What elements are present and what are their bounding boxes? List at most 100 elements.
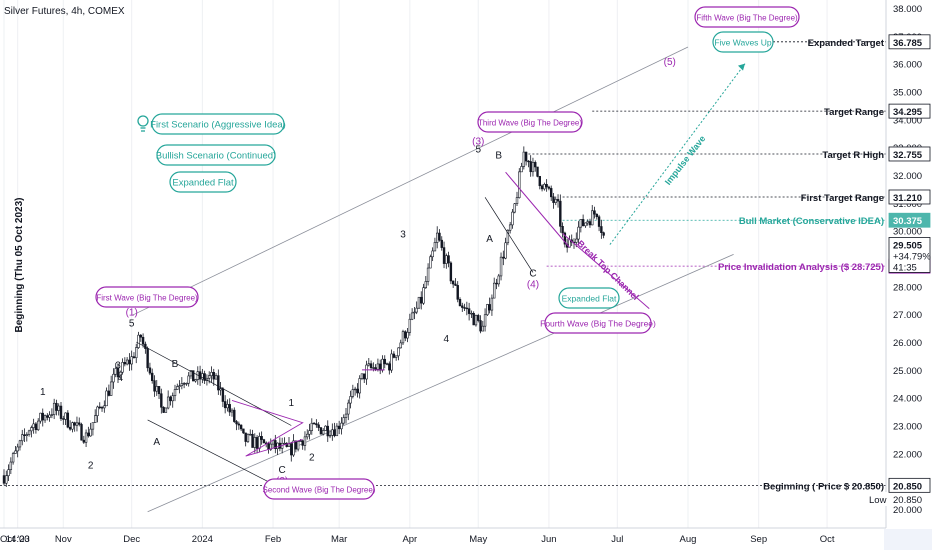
- level-label: Target R High: [822, 150, 884, 161]
- price-candle: [112, 373, 115, 383]
- price-candle: [75, 422, 79, 426]
- price-candle: [212, 371, 215, 380]
- price-candle: [483, 314, 487, 327]
- lightbulb-glass: [137, 115, 149, 127]
- price-candle: [502, 256, 505, 259]
- price-candle: [360, 373, 364, 379]
- price-tick: 35.000: [893, 88, 922, 99]
- price-candle: [353, 388, 357, 391]
- price-tick: 32.000: [893, 171, 922, 182]
- price-candle: [21, 434, 24, 442]
- price-candle: [269, 443, 272, 450]
- price-candle: [274, 440, 277, 449]
- price-candle: [194, 379, 197, 382]
- price-candle: [146, 348, 149, 369]
- price-candle: [301, 440, 304, 446]
- price-axis: 38.00037.00036.00035.00034.00033.00032.7…: [866, 0, 931, 528]
- price-tick: 20.000: [893, 505, 922, 516]
- price-candle: [203, 373, 206, 381]
- wave-label: A: [486, 234, 493, 245]
- price-candle: [378, 363, 382, 371]
- settings-area: [884, 529, 932, 550]
- low-label: Low: [869, 495, 887, 506]
- price-candle: [588, 221, 592, 226]
- price-candle: [536, 166, 539, 177]
- price-candle: [549, 188, 553, 198]
- price-marker-box: [888, 477, 931, 493]
- price-candle: [347, 402, 350, 415]
- price-candle: [246, 434, 250, 442]
- price-candle: [41, 412, 44, 421]
- price-candle: [399, 342, 402, 349]
- wave4-line-bottom: [484, 197, 534, 273]
- price-candle: [600, 226, 603, 233]
- price-candle: [292, 440, 295, 456]
- price-candle: [18, 440, 22, 448]
- price-candle: [36, 420, 40, 431]
- price-candle: [431, 250, 434, 258]
- price-candle: [324, 425, 327, 431]
- price-candle: [445, 255, 448, 264]
- price-candle: [513, 203, 516, 213]
- price-tick: 27.000: [893, 310, 922, 321]
- price-candle: [351, 389, 355, 397]
- price-candle: [472, 312, 475, 326]
- price-candle: [137, 334, 140, 348]
- price-tick: 28.000: [893, 282, 922, 293]
- price-candle: [185, 382, 188, 385]
- price-candle: [62, 418, 65, 420]
- price-candle: [283, 442, 286, 445]
- annotation-bubble-text: First Wave (Big The Degree): [96, 294, 198, 303]
- price-candle: [406, 331, 409, 339]
- annotation-bubble-frame: [558, 287, 620, 309]
- y-axis-title: Beginning (Thu 05 Oct 2023): [14, 197, 25, 332]
- time-tick: Oct '23: [0, 534, 30, 545]
- annotation-bubble-frame: [694, 6, 800, 28]
- price-candle: [499, 256, 503, 277]
- price-candle: [290, 443, 293, 456]
- price-candle: [162, 406, 165, 413]
- annotation-bubble: Expanded Flat: [558, 287, 620, 309]
- price-candle: [422, 287, 425, 304]
- time-tick: Nov: [55, 534, 72, 545]
- scenario-label-frame: [169, 171, 237, 193]
- price-candle: [52, 402, 56, 415]
- annotation-bubble-text: Fifth Wave (Big The Degree): [696, 14, 798, 23]
- price-candle: [94, 415, 97, 423]
- scenario-label-text: Expanded Flat: [172, 178, 234, 189]
- price-candle: [233, 409, 236, 422]
- price-candle: [308, 430, 311, 435]
- price-candle: [123, 362, 127, 365]
- price-candle: [30, 427, 33, 432]
- price-tick: 23.000: [893, 422, 922, 433]
- price-candle: [294, 440, 298, 450]
- price-candle: [540, 185, 544, 190]
- level-label: Target Range: [824, 107, 884, 118]
- price-candle: [326, 425, 329, 437]
- price-candle: [57, 405, 60, 411]
- price-candle: [349, 396, 352, 404]
- price-candle: [315, 423, 318, 426]
- price-candle: [100, 407, 104, 409]
- price-candle: [223, 401, 227, 409]
- price-candle: [556, 199, 560, 202]
- price-candle: [7, 469, 10, 477]
- price-series: [2, 146, 605, 487]
- level-label: Expanded Target: [808, 38, 885, 49]
- price-candle: [547, 186, 551, 189]
- price-candle: [23, 434, 26, 437]
- price-marker-box: [888, 146, 931, 162]
- price-candle: [25, 434, 28, 437]
- price-candle: [415, 307, 418, 313]
- price-candle: [296, 441, 300, 450]
- annotation-bubble-text: Second Wave (Big The Degree): [263, 486, 376, 495]
- price-candle: [335, 425, 339, 437]
- price-candle: [388, 363, 391, 371]
- price-candle: [260, 436, 263, 440]
- price-marker-box: [888, 103, 931, 119]
- price-candle: [559, 200, 562, 227]
- price-candle: [46, 415, 49, 418]
- price-candle: [365, 364, 368, 380]
- price-candle: [328, 434, 332, 437]
- price-candle: [34, 423, 38, 431]
